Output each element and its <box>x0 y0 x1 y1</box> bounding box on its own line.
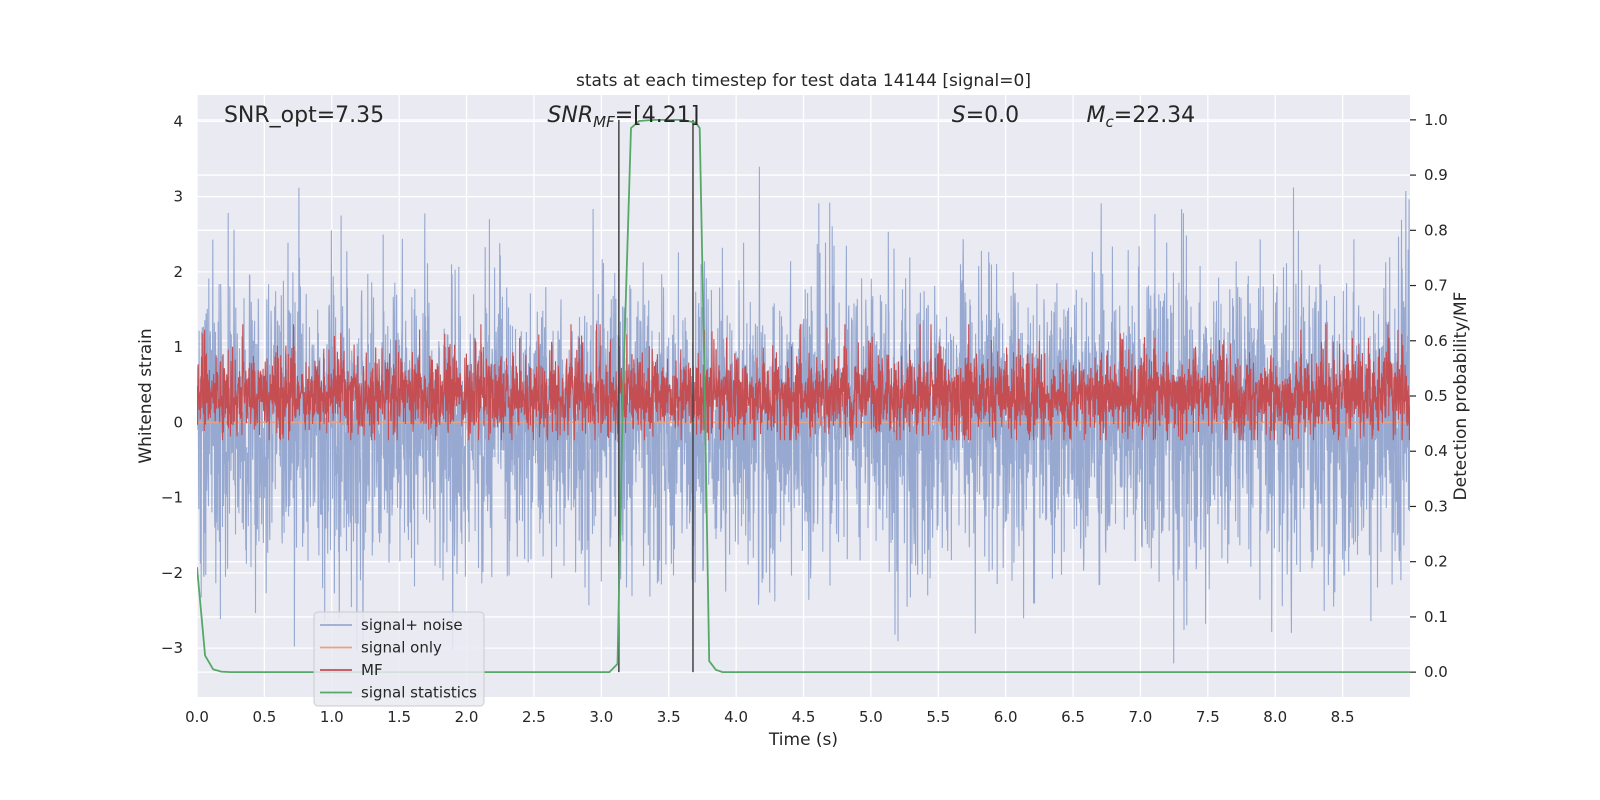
mf-series <box>197 324 1410 441</box>
x-tick-label: 8.0 <box>1263 708 1287 726</box>
y-tick-label: 0 <box>173 413 183 431</box>
x-tick-label: 5.0 <box>859 708 883 726</box>
y2-tick-label: 0.9 <box>1424 166 1448 184</box>
y2-tick-label: 0.3 <box>1424 497 1448 515</box>
y2-tick-label: 0.4 <box>1424 442 1448 460</box>
s-annotation: S=0.0 <box>952 103 1019 128</box>
x-tick-label: 5.5 <box>926 708 950 726</box>
mc-symbol: M <box>1087 103 1106 128</box>
x-tick-label: 4.5 <box>792 708 816 726</box>
y2-axis-label: Detection probability/MF <box>1451 292 1471 501</box>
mf-line <box>197 324 1410 441</box>
x-tick-label: 7.0 <box>1129 708 1153 726</box>
mc-subscript: c <box>1106 113 1115 131</box>
x-tick-label: 2.0 <box>455 708 479 726</box>
x-tick-label: 7.5 <box>1196 708 1220 726</box>
y2-tick-label: 0.5 <box>1424 387 1448 405</box>
signal-statistics-line <box>197 119 1410 673</box>
s-value: =0.0 <box>966 103 1019 128</box>
x-axis-ticks: 0.0 0.5 1.0 1.5 2.0 2.5 3.0 3.5 4.0 4.5 5.0 5.5 6.0 6… <box>185 708 1354 726</box>
y-tick-label: −1 <box>161 489 183 507</box>
x-tick-label: 3.5 <box>657 708 681 726</box>
signal-statistics-series <box>197 119 1410 673</box>
x-tick-label: 0.5 <box>252 708 276 726</box>
y2-tick-label: 0.7 <box>1424 277 1448 295</box>
y2-tick-label: 1.0 <box>1424 111 1448 129</box>
legend-box <box>313 611 485 707</box>
mc-annotation: Mc=22.34 <box>1087 103 1196 131</box>
y2-tick-label: 0.8 <box>1424 221 1448 239</box>
snr-mf-subscript: MF <box>593 113 615 131</box>
x-tick-label: 4.0 <box>724 708 748 726</box>
y-tick-label: 1 <box>173 338 183 356</box>
x-tick-label: 1.5 <box>387 708 411 726</box>
snr-opt-annotation: SNR_opt=7.35 <box>224 103 384 128</box>
y-tick-label: −2 <box>161 564 183 582</box>
x-tick-label: 8.5 <box>1331 708 1355 726</box>
x-tick-label: 6.5 <box>1061 708 1085 726</box>
y2-tick-label: 0.6 <box>1424 332 1448 350</box>
legend-label: MF <box>361 661 383 679</box>
x-tick-label: 6.0 <box>994 708 1018 726</box>
y-tick-label: 4 <box>173 112 183 130</box>
y-axis-ticks: −3 −2 −1 0 1 2 3 4 <box>161 112 183 657</box>
y2-tick-label: 0.0 <box>1424 663 1448 681</box>
mc-value: =22.34 <box>1114 103 1195 128</box>
x-tick-label: 3.0 <box>589 708 613 726</box>
legend-label: signal statistics <box>361 684 477 702</box>
s-symbol: S <box>952 103 966 128</box>
y-tick-label: −3 <box>161 639 183 657</box>
x-tick-label: 1.0 <box>320 708 344 726</box>
chart-title: stats at each timestep for test data 141… <box>576 71 1031 91</box>
x-tick-label: 0.0 <box>185 708 209 726</box>
y2-axis-ticks: 0.0 0.1 0.2 0.3 0.4 0.5 0.6 0.7 0.8 0.9 1.0 <box>1410 111 1448 681</box>
y2-tick-label: 0.2 <box>1424 553 1448 571</box>
snr-mf-annotation: SNRMF=[4.21] <box>547 103 699 131</box>
snr-mf-value: =[4.21] <box>615 103 700 128</box>
x-tick-label: 2.5 <box>522 708 546 726</box>
legend-label: signal+ noise <box>361 616 463 634</box>
y-tick-label: 3 <box>173 188 183 206</box>
snr-mf-symbol: SNR <box>547 103 593 128</box>
y-tick-label: 2 <box>173 263 183 281</box>
legend: signal+ noise signal only MF signal statist… <box>313 611 485 707</box>
legend-label: signal only <box>361 639 442 657</box>
x-axis-label: Time (s) <box>768 730 838 750</box>
y-axis-label: Whitened strain <box>136 328 156 463</box>
y2-tick-label: 0.1 <box>1424 608 1448 626</box>
